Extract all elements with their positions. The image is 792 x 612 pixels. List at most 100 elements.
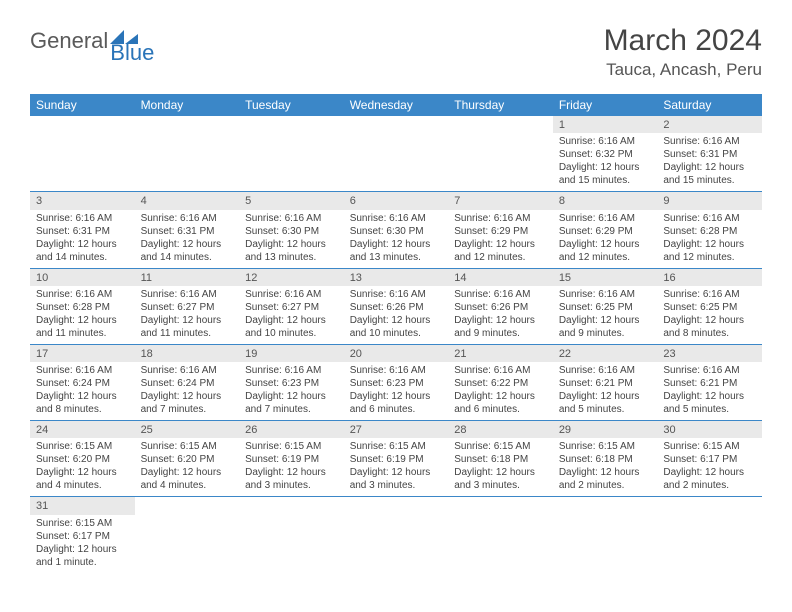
weekday-header: Thursday <box>448 94 553 116</box>
daylight-text-1: Daylight: 12 hours <box>141 390 234 403</box>
header: General Blue March 2024 Tauca, Ancash, P… <box>30 24 762 80</box>
daylight-text-1: Daylight: 12 hours <box>36 466 129 479</box>
daylight-text-2: and 9 minutes. <box>559 327 652 340</box>
empty-cell <box>448 497 553 573</box>
sunrise-text: Sunrise: 6:16 AM <box>663 288 756 301</box>
daylight-text-2: and 15 minutes. <box>663 174 756 187</box>
day-body: Sunrise: 6:16 AMSunset: 6:31 PMDaylight:… <box>30 210 135 268</box>
daylight-text-1: Daylight: 12 hours <box>663 161 756 174</box>
sunrise-text: Sunrise: 6:16 AM <box>36 288 129 301</box>
sunset-text: Sunset: 6:27 PM <box>245 301 338 314</box>
daylight-text-1: Daylight: 12 hours <box>454 466 547 479</box>
day-body: Sunrise: 6:16 AMSunset: 6:24 PMDaylight:… <box>135 362 240 420</box>
sunset-text: Sunset: 6:18 PM <box>454 453 547 466</box>
sunset-text: Sunset: 6:25 PM <box>663 301 756 314</box>
empty-cell <box>553 497 658 573</box>
day-number: 8 <box>553 192 658 209</box>
day-body: Sunrise: 6:16 AMSunset: 6:21 PMDaylight:… <box>657 362 762 420</box>
daylight-text-2: and 11 minutes. <box>141 327 234 340</box>
day-number: 22 <box>553 345 658 362</box>
day-cell: 16Sunrise: 6:16 AMSunset: 6:25 PMDayligh… <box>657 268 762 344</box>
day-cell: 6Sunrise: 6:16 AMSunset: 6:30 PMDaylight… <box>344 192 449 268</box>
sunset-text: Sunset: 6:32 PM <box>559 148 652 161</box>
daylight-text-1: Daylight: 12 hours <box>141 466 234 479</box>
sunset-text: Sunset: 6:21 PM <box>663 377 756 390</box>
sunset-text: Sunset: 6:18 PM <box>559 453 652 466</box>
sunset-text: Sunset: 6:17 PM <box>36 530 129 543</box>
empty-cell <box>135 497 240 573</box>
sunset-text: Sunset: 6:29 PM <box>559 225 652 238</box>
daylight-text-2: and 2 minutes. <box>559 479 652 492</box>
sunrise-text: Sunrise: 6:16 AM <box>245 212 338 225</box>
daylight-text-1: Daylight: 12 hours <box>559 466 652 479</box>
sunrise-text: Sunrise: 6:15 AM <box>36 440 129 453</box>
day-number: 10 <box>30 269 135 286</box>
day-number: 14 <box>448 269 553 286</box>
day-body: Sunrise: 6:16 AMSunset: 6:26 PMDaylight:… <box>344 286 449 344</box>
sunrise-text: Sunrise: 6:16 AM <box>350 364 443 377</box>
sunrise-text: Sunrise: 6:16 AM <box>559 135 652 148</box>
sunrise-text: Sunrise: 6:16 AM <box>559 288 652 301</box>
day-body: Sunrise: 6:16 AMSunset: 6:23 PMDaylight:… <box>344 362 449 420</box>
day-cell: 12Sunrise: 6:16 AMSunset: 6:27 PMDayligh… <box>239 268 344 344</box>
daylight-text-2: and 9 minutes. <box>454 327 547 340</box>
day-number: 29 <box>553 421 658 438</box>
sunrise-text: Sunrise: 6:16 AM <box>663 135 756 148</box>
day-body: Sunrise: 6:15 AMSunset: 6:17 PMDaylight:… <box>30 515 135 573</box>
sunset-text: Sunset: 6:28 PM <box>36 301 129 314</box>
sunset-text: Sunset: 6:25 PM <box>559 301 652 314</box>
day-body: Sunrise: 6:16 AMSunset: 6:31 PMDaylight:… <box>135 210 240 268</box>
day-number: 30 <box>657 421 762 438</box>
daylight-text-2: and 10 minutes. <box>245 327 338 340</box>
sunset-text: Sunset: 6:30 PM <box>350 225 443 238</box>
daylight-text-2: and 7 minutes. <box>245 403 338 416</box>
daylight-text-2: and 4 minutes. <box>36 479 129 492</box>
day-body: Sunrise: 6:16 AMSunset: 6:25 PMDaylight:… <box>657 286 762 344</box>
sunrise-text: Sunrise: 6:15 AM <box>663 440 756 453</box>
daylight-text-1: Daylight: 12 hours <box>36 543 129 556</box>
day-body: Sunrise: 6:16 AMSunset: 6:21 PMDaylight:… <box>553 362 658 420</box>
calendar-row: 17Sunrise: 6:16 AMSunset: 6:24 PMDayligh… <box>30 344 762 420</box>
daylight-text-2: and 4 minutes. <box>141 479 234 492</box>
calendar-row: 10Sunrise: 6:16 AMSunset: 6:28 PMDayligh… <box>30 268 762 344</box>
day-cell: 10Sunrise: 6:16 AMSunset: 6:28 PMDayligh… <box>30 268 135 344</box>
daylight-text-1: Daylight: 12 hours <box>454 238 547 251</box>
day-body: Sunrise: 6:16 AMSunset: 6:24 PMDaylight:… <box>30 362 135 420</box>
day-body: Sunrise: 6:16 AMSunset: 6:27 PMDaylight:… <box>239 286 344 344</box>
weekday-header-row: Sunday Monday Tuesday Wednesday Thursday… <box>30 94 762 116</box>
day-cell: 28Sunrise: 6:15 AMSunset: 6:18 PMDayligh… <box>448 421 553 497</box>
day-cell: 20Sunrise: 6:16 AMSunset: 6:23 PMDayligh… <box>344 344 449 420</box>
sunrise-text: Sunrise: 6:16 AM <box>350 212 443 225</box>
daylight-text-1: Daylight: 12 hours <box>350 390 443 403</box>
sunset-text: Sunset: 6:28 PM <box>663 225 756 238</box>
day-body: Sunrise: 6:15 AMSunset: 6:20 PMDaylight:… <box>30 438 135 496</box>
day-cell: 19Sunrise: 6:16 AMSunset: 6:23 PMDayligh… <box>239 344 344 420</box>
daylight-text-2: and 13 minutes. <box>245 251 338 264</box>
day-number: 11 <box>135 269 240 286</box>
logo-blue-block: Blue <box>110 30 154 64</box>
daylight-text-2: and 8 minutes. <box>663 327 756 340</box>
sunset-text: Sunset: 6:26 PM <box>350 301 443 314</box>
day-cell: 27Sunrise: 6:15 AMSunset: 6:19 PMDayligh… <box>344 421 449 497</box>
day-body: Sunrise: 6:15 AMSunset: 6:19 PMDaylight:… <box>344 438 449 496</box>
title-block: March 2024 Tauca, Ancash, Peru <box>604 24 762 80</box>
day-cell: 21Sunrise: 6:16 AMSunset: 6:22 PMDayligh… <box>448 344 553 420</box>
day-number: 2 <box>657 116 762 133</box>
sunset-text: Sunset: 6:27 PM <box>141 301 234 314</box>
daylight-text-1: Daylight: 12 hours <box>663 314 756 327</box>
day-number: 20 <box>344 345 449 362</box>
sunrise-text: Sunrise: 6:15 AM <box>350 440 443 453</box>
calendar-row: 1Sunrise: 6:16 AMSunset: 6:32 PMDaylight… <box>30 116 762 192</box>
calendar-row: 24Sunrise: 6:15 AMSunset: 6:20 PMDayligh… <box>30 421 762 497</box>
day-number: 7 <box>448 192 553 209</box>
sunrise-text: Sunrise: 6:16 AM <box>454 288 547 301</box>
day-number: 4 <box>135 192 240 209</box>
day-number: 6 <box>344 192 449 209</box>
sunrise-text: Sunrise: 6:15 AM <box>141 440 234 453</box>
daylight-text-1: Daylight: 12 hours <box>454 390 547 403</box>
weekday-header: Tuesday <box>239 94 344 116</box>
daylight-text-2: and 13 minutes. <box>350 251 443 264</box>
day-body: Sunrise: 6:16 AMSunset: 6:28 PMDaylight:… <box>657 210 762 268</box>
day-cell: 14Sunrise: 6:16 AMSunset: 6:26 PMDayligh… <box>448 268 553 344</box>
month-title: March 2024 <box>604 24 762 58</box>
